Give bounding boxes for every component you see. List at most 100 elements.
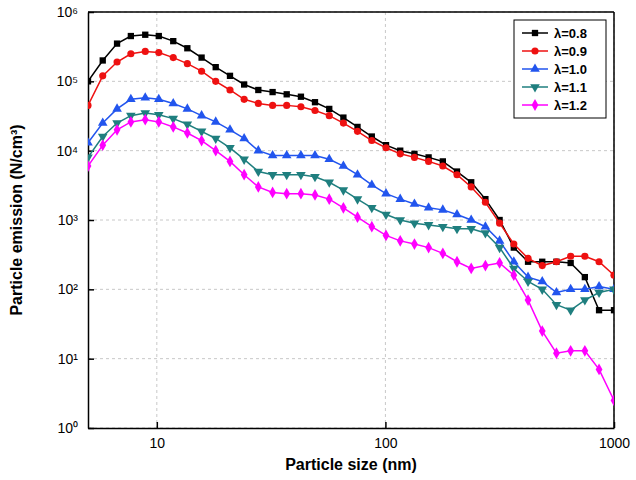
tick-label: 10⁰	[57, 420, 78, 436]
marker	[241, 81, 247, 87]
marker	[155, 116, 162, 128]
marker	[438, 224, 448, 232]
marker	[282, 172, 292, 180]
marker	[254, 145, 264, 153]
grid	[88, 12, 614, 428]
marker	[88, 102, 92, 109]
marker	[268, 172, 278, 180]
marker	[184, 45, 190, 51]
marker	[326, 112, 333, 119]
marker	[142, 114, 149, 126]
marker	[170, 54, 177, 61]
marker	[239, 133, 249, 141]
marker	[142, 32, 148, 38]
marker	[397, 235, 404, 247]
marker	[552, 287, 562, 295]
marker	[439, 247, 446, 259]
grid-line-y	[88, 358, 614, 359]
marker	[339, 160, 349, 168]
marker	[198, 68, 205, 75]
marker	[211, 136, 221, 144]
marker	[594, 290, 604, 298]
marker	[525, 294, 532, 306]
marker	[326, 193, 333, 205]
marker	[452, 226, 462, 234]
marker	[142, 48, 149, 55]
marker	[566, 284, 576, 292]
marker	[611, 395, 614, 407]
marker	[114, 40, 120, 46]
marker	[198, 54, 204, 60]
marker	[367, 179, 377, 187]
marker	[98, 118, 108, 126]
marker	[310, 150, 320, 158]
tick-mark	[88, 289, 94, 291]
marker	[324, 154, 334, 162]
tick: 10²	[58, 281, 94, 297]
marker	[354, 211, 361, 223]
legend: λ=0.8λ=0.9λ=1.0λ=1.1λ=1.2	[514, 20, 606, 118]
marker	[523, 279, 533, 287]
y-axis: 10⁰10¹10²10³10⁴10⁵10⁶	[56, 4, 94, 436]
legend-marker	[532, 30, 538, 36]
marker	[411, 154, 418, 161]
marker	[495, 235, 505, 243]
marker	[170, 38, 176, 44]
marker	[283, 102, 290, 109]
tick-label: 100	[374, 435, 398, 451]
legend-marker	[532, 99, 539, 111]
marker	[100, 57, 106, 63]
legend-box	[514, 20, 606, 118]
tick: 100	[374, 422, 398, 451]
marker	[482, 260, 489, 272]
marker	[184, 60, 191, 67]
grid-line-y	[88, 12, 614, 13]
marker	[269, 89, 275, 95]
marker	[537, 287, 547, 295]
marker	[567, 253, 574, 260]
marker	[212, 78, 219, 85]
legend-label: λ=0.8	[554, 26, 587, 41]
marker	[510, 269, 517, 281]
tick: 10	[150, 422, 166, 451]
marker	[269, 102, 276, 109]
marker	[510, 240, 517, 247]
marker	[611, 307, 614, 313]
marker	[155, 49, 162, 56]
marker	[154, 94, 164, 102]
tick-label: 10⁵	[57, 73, 78, 89]
line	[88, 113, 614, 310]
marker	[410, 198, 420, 206]
marker	[495, 245, 505, 253]
marker	[226, 86, 233, 93]
marker	[353, 196, 363, 204]
marker	[255, 87, 261, 93]
marker	[496, 257, 503, 269]
tick: 10⁰	[57, 420, 94, 436]
frame	[88, 11, 614, 13]
marker	[184, 127, 191, 139]
marker	[368, 221, 375, 233]
marker	[283, 188, 290, 200]
marker	[298, 94, 304, 100]
marker	[553, 347, 560, 359]
marker	[241, 96, 248, 103]
marker	[254, 169, 264, 177]
marker	[381, 188, 391, 196]
marker	[113, 58, 120, 65]
line	[88, 120, 614, 401]
marker	[581, 345, 588, 357]
legend-label: λ=1.0	[554, 62, 587, 77]
marker	[453, 171, 460, 178]
legend-marker	[531, 47, 538, 54]
marker	[381, 212, 391, 220]
marker	[114, 124, 121, 136]
marker	[198, 135, 205, 147]
axis-line	[89, 428, 615, 430]
marker	[227, 73, 233, 79]
grid-line-y	[88, 220, 614, 221]
tick-label: 10	[150, 435, 166, 451]
marker	[397, 150, 404, 157]
marker	[383, 229, 390, 241]
legend-marker	[530, 63, 540, 71]
